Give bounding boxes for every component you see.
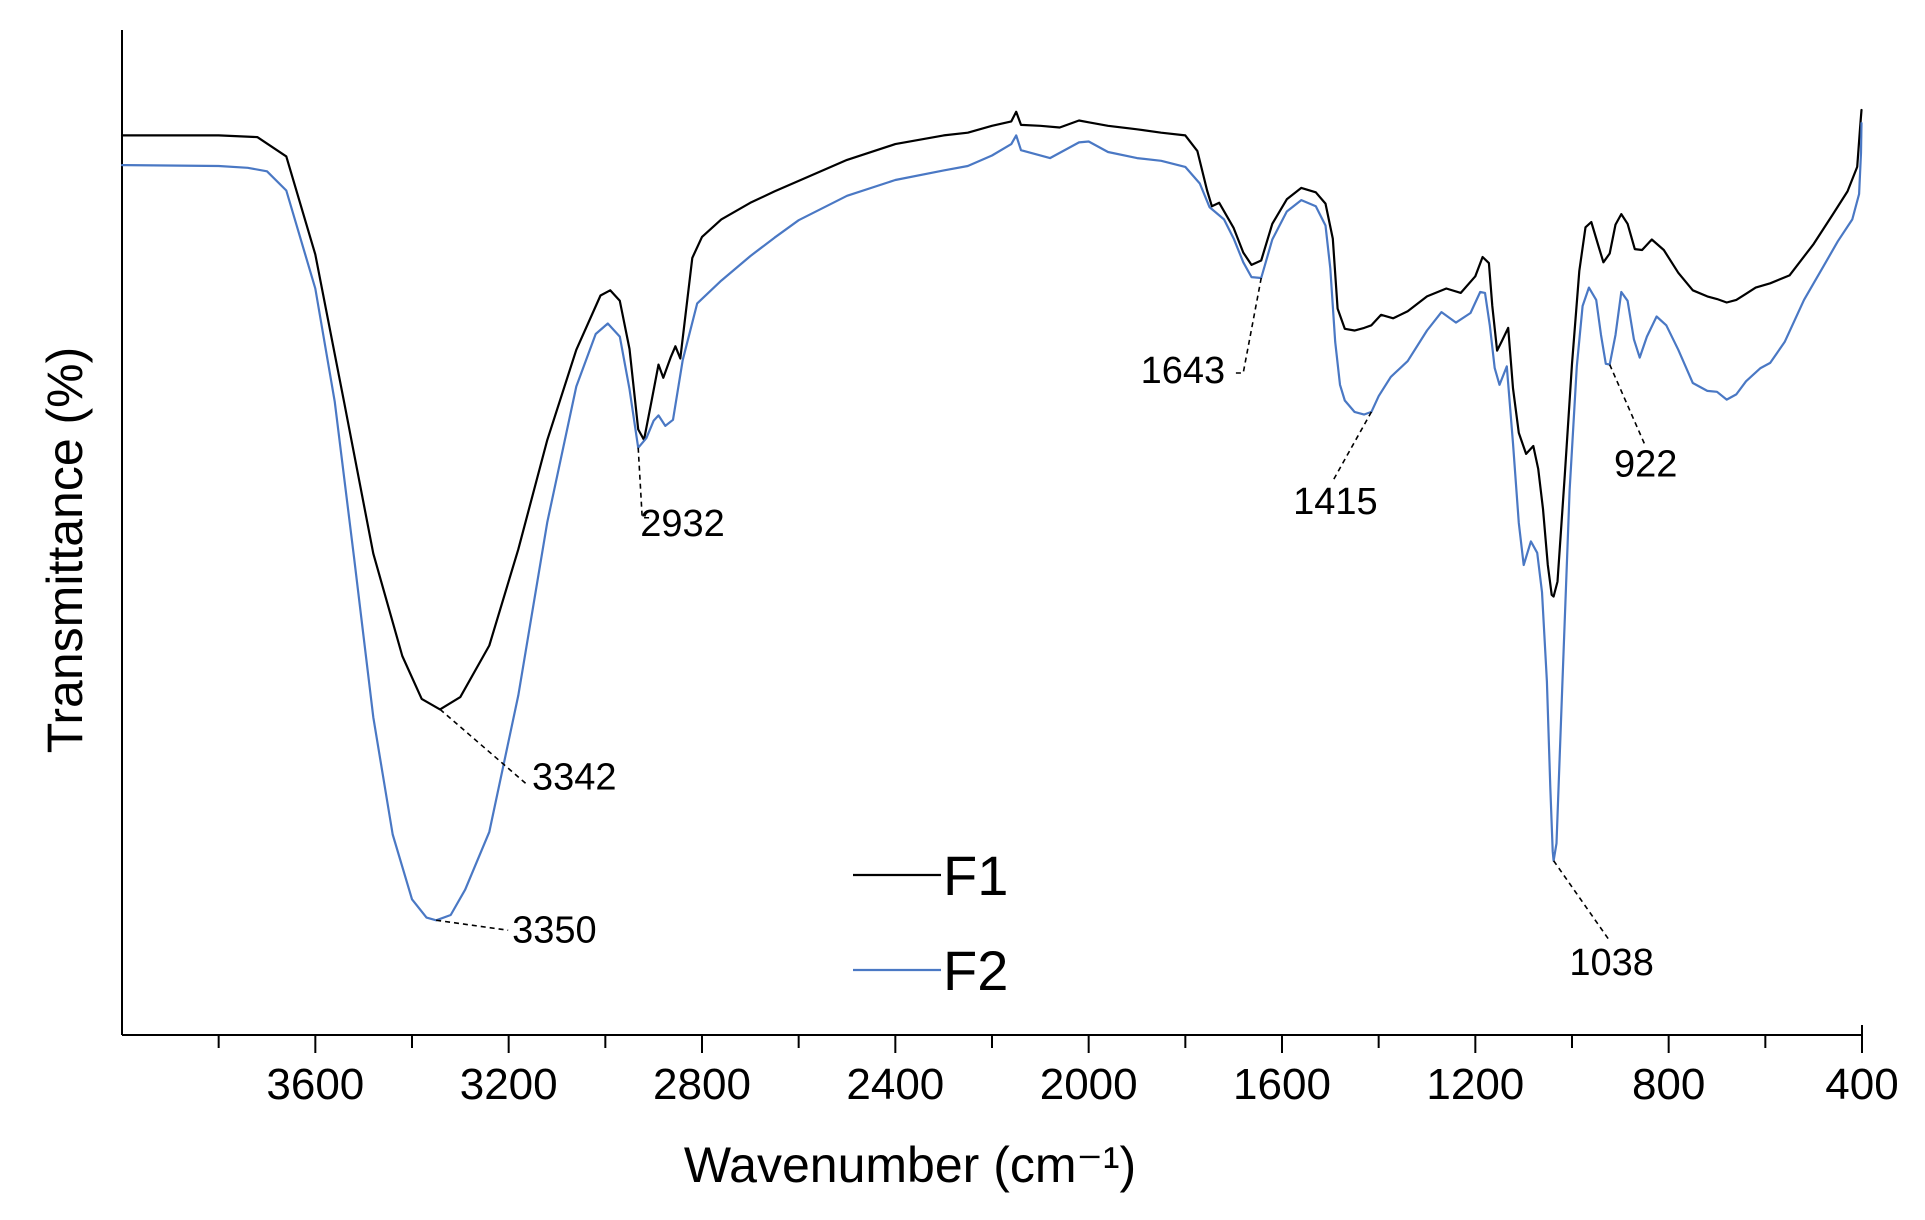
y-axis-title: Transmittance (%) (37, 347, 93, 754)
annotation-label-3342: 3342 (532, 756, 617, 798)
annotation-leader-922 (1608, 364, 1647, 447)
annotation-label-922: 922 (1614, 444, 1677, 486)
series-line-f2 (120, 122, 1863, 922)
x-tick-label: 2000 (1040, 1060, 1138, 1109)
x-axis-title: Wavenumber (cm⁻¹) (684, 1137, 1136, 1193)
series-line-f1 (120, 108, 1863, 711)
annotation-layer: 3342 3350 2932 1643 1415 1038 922 (436, 277, 1677, 984)
x-tick-label: 3200 (460, 1060, 558, 1109)
series-layer (120, 108, 1863, 922)
annotation-label-3350: 3350 (512, 909, 597, 951)
x-tick-label: 1200 (1426, 1060, 1524, 1109)
annotation-leader-3350 (436, 919, 509, 932)
annotation-leader-2932 (637, 447, 653, 519)
annotation-leader-1415 (1332, 411, 1373, 481)
x-ticks: 3600 3200 2800 2400 2000 1600 1200 800 400 (217, 1035, 1899, 1109)
x-tick-label: 1600 (1233, 1060, 1331, 1109)
annotation-label-1038: 1038 (1569, 942, 1654, 984)
annotation-leader-3342 (439, 708, 529, 786)
x-tick-label: 2800 (653, 1060, 751, 1109)
x-tick-label: 400 (1825, 1060, 1898, 1109)
legend: F1 F2 (853, 844, 1008, 1002)
annotation-leader-1643 (1233, 277, 1263, 374)
legend-label-f2: F2 (943, 939, 1008, 1002)
annotation-leader-1038 (1552, 860, 1611, 942)
x-tick-label: 800 (1632, 1060, 1705, 1109)
legend-label-f1: F1 (943, 844, 1008, 907)
x-tick-label: 3600 (266, 1060, 364, 1109)
annotation-label-2932: 2932 (640, 503, 725, 545)
annotation-label-1643: 1643 (1141, 350, 1226, 392)
annotation-label-1415: 1415 (1293, 481, 1378, 523)
x-tick-label: 2400 (846, 1060, 944, 1109)
